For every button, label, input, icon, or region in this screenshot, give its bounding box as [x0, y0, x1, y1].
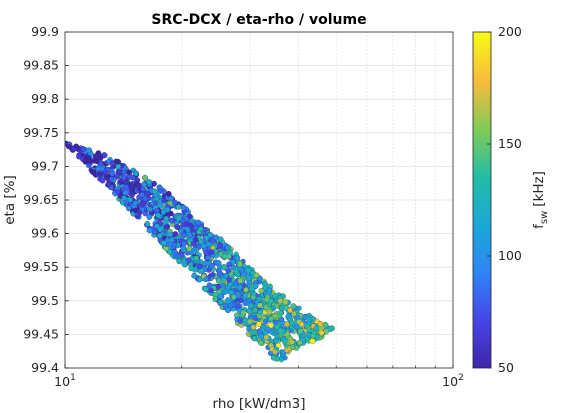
scatter-point [237, 261, 243, 268]
scatter-point [301, 314, 308, 320]
scatter-point [178, 252, 185, 259]
scatter-point [195, 219, 202, 226]
scatter-point [310, 316, 317, 323]
scatter-points [65, 140, 335, 363]
scatter-point [252, 307, 258, 314]
scatter-point [192, 224, 199, 231]
scatter-point [217, 299, 224, 306]
scatter-point [253, 298, 260, 305]
scatter-point [80, 146, 86, 152]
scatter-point [168, 195, 174, 202]
scatter-point [126, 169, 132, 176]
scatter-point [202, 260, 209, 267]
scatter-point [277, 310, 284, 316]
scatter-point [250, 324, 257, 331]
scatter-point [144, 221, 151, 227]
scatter-point [73, 143, 79, 150]
scatter-point [248, 302, 255, 309]
scatter-point [90, 169, 96, 175]
scatter-point [146, 214, 153, 220]
scatter-point [317, 320, 324, 327]
scatter-point [163, 215, 169, 222]
scatter-point [168, 217, 175, 224]
scatter-point [99, 177, 106, 184]
scatter-point [251, 335, 258, 342]
scatter-point [158, 202, 164, 209]
scatter-point [130, 174, 136, 181]
scatter-point [263, 334, 270, 341]
scatter-point [212, 296, 219, 302]
scatter-point [236, 284, 243, 290]
scatter-point [164, 223, 170, 230]
scatter-point [215, 267, 222, 274]
scatter-point [191, 272, 197, 279]
scatter-point [180, 232, 187, 239]
scatter-point [304, 323, 310, 329]
scatter-point [171, 242, 178, 248]
scatter-point [234, 255, 241, 261]
scatter-point [109, 170, 115, 177]
scatter-point [323, 328, 330, 335]
scatter-point [172, 231, 179, 237]
scatter-point [86, 147, 92, 154]
scatter-point [121, 169, 127, 175]
scatter-point [226, 261, 232, 268]
scatter-point [176, 258, 183, 265]
scatter-point [76, 153, 82, 160]
scatter-point [313, 325, 320, 332]
